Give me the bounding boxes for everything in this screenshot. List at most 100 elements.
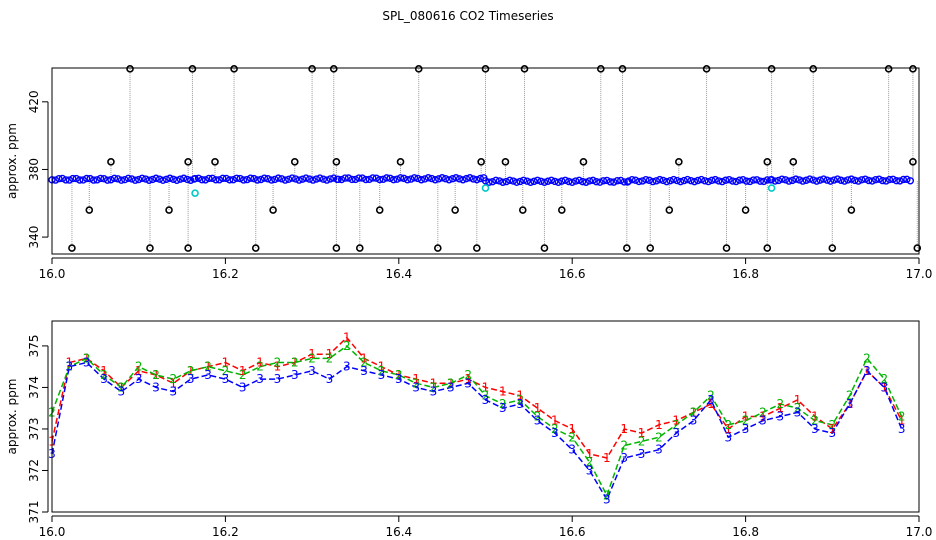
baseline-point xyxy=(215,176,224,184)
baseline-point xyxy=(246,174,255,182)
baseline-point xyxy=(271,175,279,184)
outlier-point xyxy=(396,158,405,166)
outlier-point xyxy=(884,65,893,73)
baseline-point xyxy=(561,176,569,184)
y-axis-label: approx. ppm xyxy=(5,123,19,199)
outlier-point xyxy=(269,206,277,214)
baseline-point xyxy=(631,176,640,184)
baseline-point xyxy=(169,175,178,183)
baseline-point xyxy=(445,176,453,184)
baseline-point xyxy=(355,174,363,182)
baseline-point xyxy=(906,177,915,185)
baseline-point xyxy=(229,176,237,184)
baseline-point xyxy=(72,174,80,183)
baseline-point xyxy=(323,176,331,184)
outlier-point xyxy=(146,244,154,252)
baseline-point xyxy=(516,177,524,186)
baseline-point xyxy=(481,177,490,185)
baseline-point xyxy=(305,175,314,183)
baseline-point xyxy=(250,174,258,183)
y-axis: 340 380 420 xyxy=(27,90,49,249)
outlier-point xyxy=(329,65,338,73)
baseline-point xyxy=(802,176,810,184)
outlier-point xyxy=(434,244,442,252)
baseline-point xyxy=(414,174,422,183)
baseline-point xyxy=(721,176,730,184)
baseline-point xyxy=(145,176,153,184)
baseline-point xyxy=(788,176,797,185)
baseline-point xyxy=(155,175,164,183)
outlier-point xyxy=(68,244,76,252)
baseline-point xyxy=(638,177,647,185)
baseline-point xyxy=(513,178,521,186)
baseline-point xyxy=(121,175,129,184)
baseline-point xyxy=(676,177,685,186)
baseline-point xyxy=(421,175,429,183)
outlier-point xyxy=(518,206,527,214)
baseline-point xyxy=(462,174,471,183)
baseline-point xyxy=(114,175,122,183)
outlier-point xyxy=(126,65,134,73)
baseline-point xyxy=(620,178,628,186)
baseline-point xyxy=(438,174,446,182)
baseline-point xyxy=(417,176,426,184)
baseline-point xyxy=(183,175,191,184)
outlier-point xyxy=(473,244,481,252)
baseline-point xyxy=(466,174,474,182)
baseline-point xyxy=(603,176,611,185)
baseline-point xyxy=(264,175,272,183)
baseline-point xyxy=(362,175,370,184)
baseline-point xyxy=(330,174,338,182)
baseline-point xyxy=(194,174,203,182)
baseline-point xyxy=(86,174,94,183)
baseline-point xyxy=(344,174,353,182)
baseline-point xyxy=(459,176,467,184)
x-tick-label: 16.8 xyxy=(732,267,759,281)
outlier-point xyxy=(909,158,917,166)
baseline-point xyxy=(205,174,213,183)
baseline-point xyxy=(589,176,597,185)
baseline-point xyxy=(110,174,119,183)
outlier-point xyxy=(847,206,856,214)
baseline-point xyxy=(854,177,863,185)
baseline-point xyxy=(89,176,98,184)
baseline-point xyxy=(868,177,876,185)
outlier-point xyxy=(540,244,549,252)
baseline-point xyxy=(899,175,908,184)
baseline-point xyxy=(523,177,531,185)
baseline-point xyxy=(624,177,633,185)
baseline-point xyxy=(232,174,241,182)
baseline-point xyxy=(666,177,674,185)
baseline-point xyxy=(309,176,317,184)
outlier-point xyxy=(481,65,490,73)
baseline-point xyxy=(558,177,566,185)
baseline-point xyxy=(892,176,901,185)
outlier-point xyxy=(188,65,197,73)
baseline-point xyxy=(592,178,601,186)
baseline-point xyxy=(485,178,493,186)
baseline-point xyxy=(774,176,783,185)
outlier-point xyxy=(355,244,364,252)
baseline-point xyxy=(312,175,321,183)
plot-frame xyxy=(51,67,920,255)
baseline-point xyxy=(760,177,768,186)
baseline-point xyxy=(778,175,786,183)
outlier-point xyxy=(767,65,776,73)
baseline-points xyxy=(48,174,915,187)
baseline-point xyxy=(506,176,514,185)
baseline-point xyxy=(407,175,415,183)
baseline-point xyxy=(274,174,282,182)
outlier-point xyxy=(702,65,711,73)
outlier-point xyxy=(557,206,566,214)
baseline-point xyxy=(844,176,852,184)
baseline-point xyxy=(284,175,293,183)
baseline-point xyxy=(851,176,859,185)
baseline-point xyxy=(830,176,838,184)
flagged-point xyxy=(481,184,490,192)
baseline-point xyxy=(718,177,726,186)
baseline-point xyxy=(348,175,356,184)
baseline-point xyxy=(201,176,210,184)
outlier-point xyxy=(618,65,627,73)
baseline-point xyxy=(575,176,583,185)
outlier-point xyxy=(85,206,94,214)
